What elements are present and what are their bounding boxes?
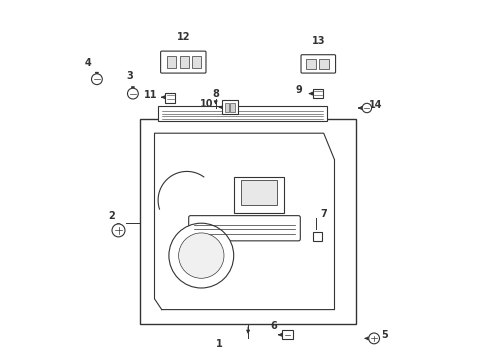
- Circle shape: [127, 88, 138, 99]
- Text: 1: 1: [216, 339, 222, 349]
- FancyBboxPatch shape: [301, 55, 335, 73]
- Bar: [230, 103, 234, 112]
- Bar: [165, 93, 175, 103]
- Bar: [312, 232, 321, 241]
- Bar: [312, 89, 322, 98]
- Circle shape: [178, 233, 224, 278]
- Bar: [179, 56, 188, 68]
- Text: 10: 10: [200, 99, 213, 109]
- Text: 8: 8: [212, 89, 219, 99]
- Text: 14: 14: [368, 100, 382, 110]
- FancyBboxPatch shape: [222, 100, 238, 114]
- FancyBboxPatch shape: [188, 216, 300, 241]
- Text: 12: 12: [176, 32, 190, 42]
- Bar: [241, 180, 276, 205]
- Text: 6: 6: [269, 321, 276, 331]
- Bar: [282, 330, 292, 339]
- Text: 9: 9: [295, 85, 301, 95]
- Circle shape: [112, 224, 125, 237]
- Bar: [167, 56, 176, 68]
- Text: 2: 2: [108, 211, 115, 221]
- Circle shape: [168, 223, 233, 288]
- Circle shape: [362, 103, 371, 113]
- Bar: [140, 119, 355, 324]
- Text: 7: 7: [320, 209, 326, 219]
- Text: 4: 4: [84, 58, 91, 68]
- Bar: [305, 59, 315, 69]
- Bar: [319, 59, 329, 69]
- Circle shape: [368, 333, 379, 344]
- FancyBboxPatch shape: [160, 51, 205, 73]
- Bar: [233, 177, 284, 212]
- Circle shape: [91, 74, 102, 85]
- Text: 11: 11: [144, 90, 157, 100]
- Text: 3: 3: [126, 71, 132, 81]
- Bar: [192, 56, 201, 68]
- Text: 5: 5: [381, 330, 387, 340]
- Bar: [158, 106, 326, 121]
- Bar: [224, 103, 228, 112]
- Text: 13: 13: [311, 36, 325, 46]
